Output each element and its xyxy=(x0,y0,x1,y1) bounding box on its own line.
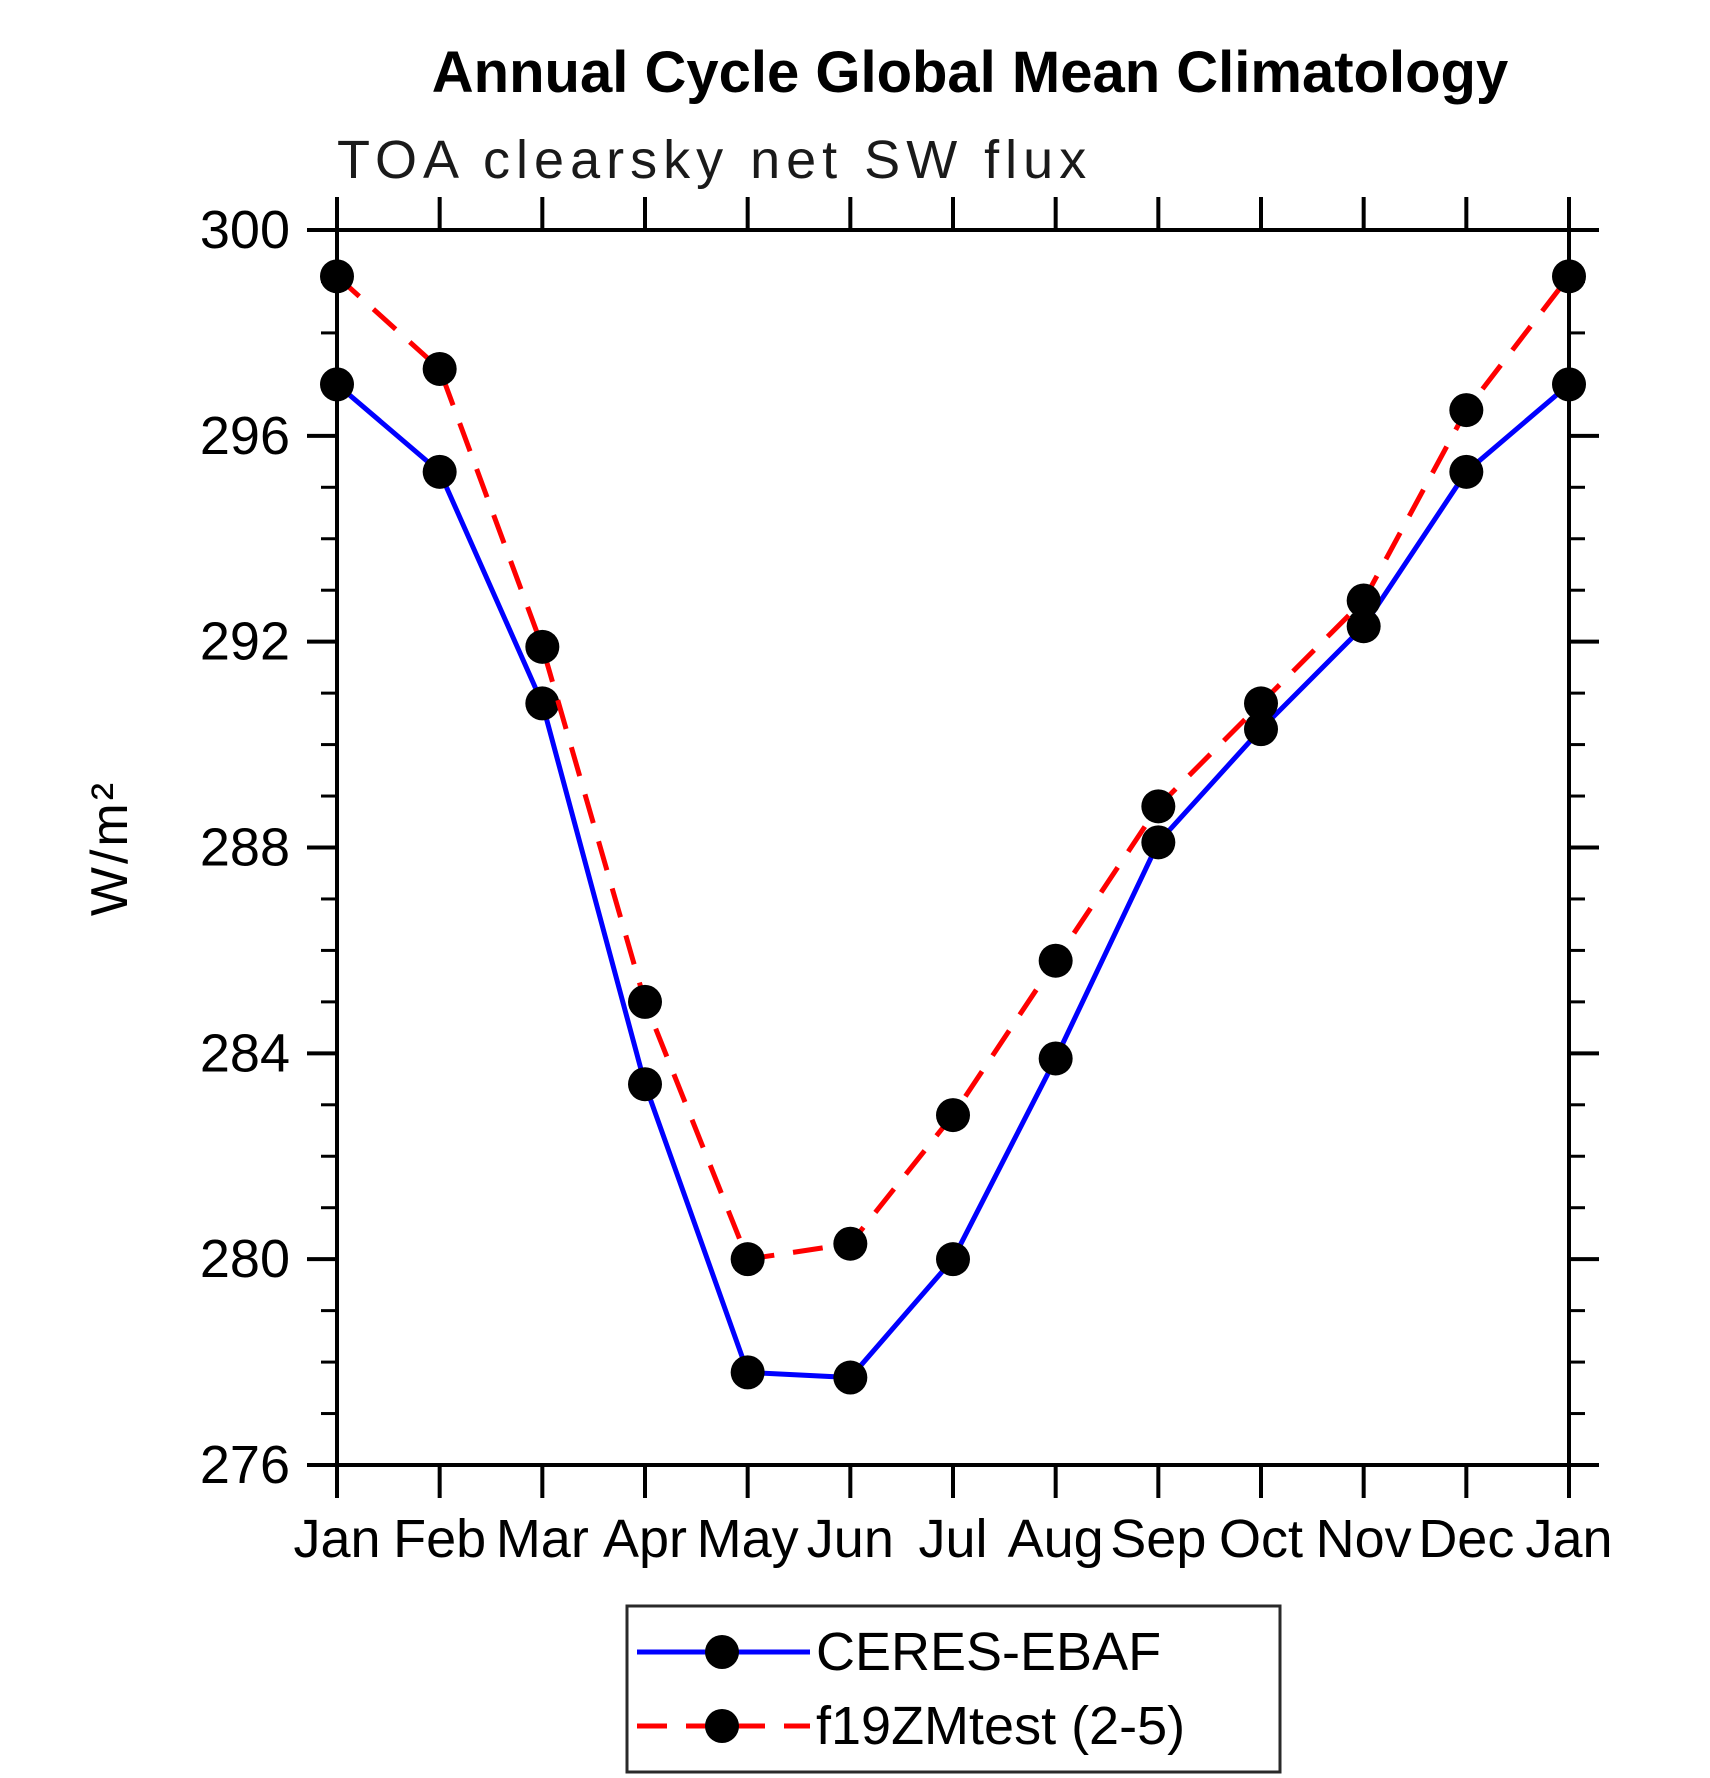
data-point-marker xyxy=(833,1360,868,1395)
legend-label-f19zmtest: f19ZMtest (2-5) xyxy=(816,1696,1185,1756)
data-point-marker xyxy=(320,367,354,402)
data-point-marker xyxy=(1346,609,1381,644)
x-axis-month-label: Mar xyxy=(496,1509,589,1569)
series-line-ceres-ebaf xyxy=(335,382,1571,1381)
x-axis-month-label: Sep xyxy=(1110,1509,1206,1569)
x-axis-month-label: Jun xyxy=(807,1509,894,1569)
legend-box xyxy=(625,1604,1282,1774)
x-axis-month-label: Oct xyxy=(1219,1509,1303,1569)
x-axis-month-label: Feb xyxy=(393,1509,486,1569)
data-point-marker xyxy=(1141,825,1176,860)
data-point-marker xyxy=(422,454,457,489)
y-axis-tick-label: 288 xyxy=(200,818,290,878)
plot-axes xyxy=(335,228,1571,1467)
y-axis-tick-label: 284 xyxy=(200,1023,290,1083)
data-series-group xyxy=(320,259,1586,1395)
x-axis-month-label: Jan xyxy=(293,1509,380,1569)
y-axis-tick-label: 296 xyxy=(200,406,290,466)
data-point-marker xyxy=(833,1226,868,1261)
x-axis-month-label: Aug xyxy=(1008,1509,1104,1569)
x-axis-month-label: Dec xyxy=(1418,1509,1514,1569)
data-point-marker xyxy=(320,259,354,294)
data-point-marker xyxy=(628,1067,662,1102)
x-axis-month-label: Apr xyxy=(603,1509,687,1569)
data-point-marker xyxy=(730,1242,765,1277)
x-axis-month-label: Jul xyxy=(918,1509,987,1569)
y-axis-tick-label: 280 xyxy=(200,1229,290,1289)
y-axis-tick-label: 292 xyxy=(200,612,290,672)
data-point-marker xyxy=(730,1355,765,1390)
data-point-marker xyxy=(1346,583,1381,618)
data-point-marker xyxy=(936,1242,970,1277)
y-axis-label: W/m² xyxy=(81,780,139,916)
x-axis-month-label: Nov xyxy=(1316,1509,1412,1569)
data-point-marker xyxy=(1552,259,1586,294)
legend-marker-ceres-ebaf xyxy=(705,1635,739,1669)
data-point-marker xyxy=(525,686,560,721)
chart-subtitle: TOA clearsky net SW flux xyxy=(337,130,1092,190)
x-axis-month-label: Jan xyxy=(1525,1509,1612,1569)
legend-marker-f19zmtest xyxy=(705,1709,739,1743)
legend-label-ceres-ebaf: CERES-EBAF xyxy=(816,1622,1161,1682)
y-axis-tick-label: 300 xyxy=(200,200,290,260)
y-axis-tick-label: 276 xyxy=(200,1435,290,1495)
legend: CERES-EBAF f19ZMtest (2-5) xyxy=(625,1604,1282,1774)
data-point-marker xyxy=(1552,367,1586,402)
data-point-marker xyxy=(525,629,560,664)
axis-ticks xyxy=(307,197,1599,1498)
x-axis-month-label: May xyxy=(697,1509,799,1569)
data-point-marker xyxy=(1141,789,1176,824)
data-point-marker xyxy=(1449,393,1484,428)
data-point-marker xyxy=(628,984,662,1019)
data-point-marker xyxy=(1244,686,1278,721)
data-point-marker xyxy=(422,351,457,386)
chart-title: Annual Cycle Global Mean Climatology xyxy=(432,40,1508,105)
data-point-marker xyxy=(1038,1041,1073,1076)
data-point-marker xyxy=(936,1098,970,1133)
data-point-marker xyxy=(1244,712,1278,747)
data-point-marker xyxy=(1449,454,1484,489)
data-point-marker xyxy=(1038,943,1073,978)
